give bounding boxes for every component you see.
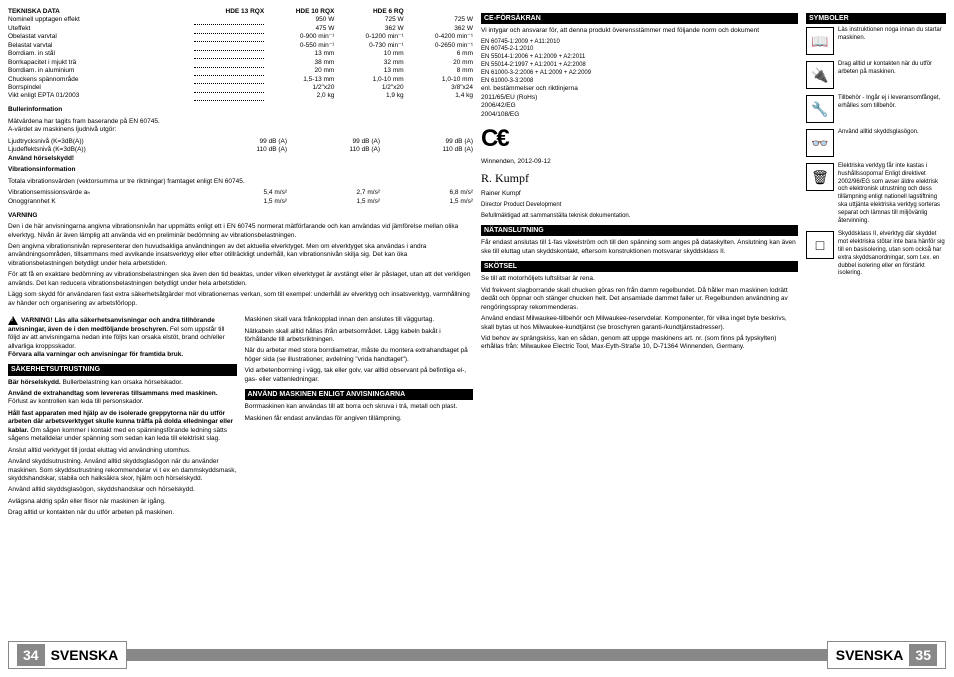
page-badge-right: SVENSKA35 <box>827 641 946 669</box>
ce-intro: Vi intygar och ansvarar för, att denna p… <box>481 27 798 35</box>
symbol-icon: 🗑 <box>806 163 834 191</box>
warning-para: För att få en exaktare bedömning av vibr… <box>8 271 473 288</box>
symbol-item: □Skyddsklass II, elverktyg där skyddet m… <box>806 231 946 278</box>
symbol-icon: 👓 <box>806 129 834 157</box>
ce-std: EN 60745-2-1:2010 <box>481 46 798 54</box>
symbol-icon: 🔧 <box>806 95 834 123</box>
vib-title: Vibrationsinformation <box>8 166 473 174</box>
ce-name: Rainer Kumpf <box>481 190 798 198</box>
specs-table: TEKNISKA DATAHDE 13 RQXHDE 10 RQXHDE 6 R… <box>8 8 473 101</box>
col2-para: När du arbetar med stora borrdiametrar, … <box>245 347 474 364</box>
col2-para: Nätkabeln skall alltid hållas ifrån arbe… <box>245 328 474 345</box>
warning-title: VARNING <box>8 212 473 220</box>
mains-text: Får endast anslutas till 1-fas växelströ… <box>481 239 798 256</box>
ce-auth: Befullmäktigad att sammanställa teknisk … <box>481 213 798 221</box>
care-header: SKÖTSEL <box>481 261 798 272</box>
specs-header: TEKNISKA DATA <box>8 8 194 16</box>
use-para: Maskinen får endast användas för angiven… <box>245 415 474 423</box>
mains-header: NÄTANSLUTNING <box>481 225 798 236</box>
ce-std: EN 61000-3-2:2006 + A1:2009 + A2:2009 <box>481 70 798 78</box>
symbol-item: 📖Läs instruktionen noga innan du startar… <box>806 27 946 55</box>
use-para: Borrmaskinen kan användas till att borra… <box>245 403 474 411</box>
col2-para: Vid arbetenborrning i vägg, tak eller go… <box>245 367 474 384</box>
warning-para: Den i de här anvisningarna angivna vibra… <box>8 223 473 240</box>
symbol-item: 🔧Tillbehör - Ingår ej i leveransomfånget… <box>806 95 946 123</box>
care-para: Använd endast Milwaukee-tillbehör och Mi… <box>481 315 798 332</box>
care-para: Vid frekvent slagborrande skall chucken … <box>481 287 798 312</box>
warning-para: Den angivna vibrationsnivån representera… <box>8 243 473 268</box>
ce-role: Director Product Development <box>481 202 798 210</box>
safety-para: Använd de extrahandtag som levereras til… <box>8 390 237 407</box>
ce-tail: enl. bestämmelser och riktlinjerna 2011/… <box>481 85 798 119</box>
ce-std: EN 55014-2:1997 + A1:2001 + A2:2008 <box>481 62 798 70</box>
care-para: Se till att motorhöljets luftslitsar är … <box>481 275 798 283</box>
ce-header: CE-FÖRSÄKRAN <box>481 13 798 24</box>
col2-para: Maskinen skall vara frånkopplad innan de… <box>245 316 474 324</box>
page-badge-left: 34SVENSKA <box>8 641 127 669</box>
safety-para: Håll fast apparaten med hjälp av de isol… <box>8 410 237 444</box>
ce-place: Winnenden, 2012-09-12 <box>481 158 798 166</box>
warning-icon <box>8 316 18 325</box>
ce-std: EN 55014-1:2006 + A1:2009 + A2:2011 <box>481 54 798 62</box>
ce-mark-icon: C€ <box>481 123 798 154</box>
care-para: Vid behov av sprängskiss, kan en sådan, … <box>481 335 798 352</box>
safety-para: Använd alltid skyddsglasögon, skyddshand… <box>8 486 237 494</box>
safety-para: Drag alltid ur kontakten när du utför ar… <box>8 509 237 517</box>
symbol-icon: □ <box>806 231 834 259</box>
symbols-header: SYMBOLER <box>806 13 946 24</box>
symbol-item: 🗑Elektriska verktyg får inte kastas i hu… <box>806 163 946 225</box>
symbol-item: 👓Använd alltid skyddsglasögon. <box>806 129 946 157</box>
noise-warn: Använd hörselskydd! <box>8 155 473 163</box>
signature: R. Kumpf <box>481 171 798 187</box>
ce-std: EN 61000-3-3:2008 <box>481 78 798 86</box>
vib-intro: Totala vibrationsvärden (vektorsumma ur … <box>8 178 473 186</box>
symbol-icon: 📖 <box>806 27 834 55</box>
safety-para: Avlägsna aldrig spån eller flisor när ma… <box>8 498 237 506</box>
use-header: ANVÄND MASKINEN ENLIGT ANVISNINGARNA <box>245 389 474 400</box>
safety-header: SÄKERHETSUTRUSTNING <box>8 364 237 375</box>
safety-para: Anslut alltid verktyget till jordat elut… <box>8 447 237 455</box>
noise-intro: Mätvärdena har tagits fram baserande på … <box>8 118 473 135</box>
warning-para: Lägg som skydd för användaren fast extra… <box>8 291 473 308</box>
noise-title: Bullerinformation <box>8 106 473 114</box>
safety-para: Bär hörselskydd. Bullerbelastning kan or… <box>8 379 237 387</box>
safety-para: Använd skyddsutrustning. Använd alltid s… <box>8 458 237 483</box>
symbol-item: 🔌Drag alltid ur kontakten när du utför a… <box>806 61 946 89</box>
footer: 34SVENSKA SVENSKA35 <box>0 641 954 669</box>
safety-box: VARNING! Läs alla säkerhetsanvisningar o… <box>8 316 237 359</box>
symbol-icon: 🔌 <box>806 61 834 89</box>
ce-std: EN 60745-1:2009 + A11:2010 <box>481 39 798 47</box>
